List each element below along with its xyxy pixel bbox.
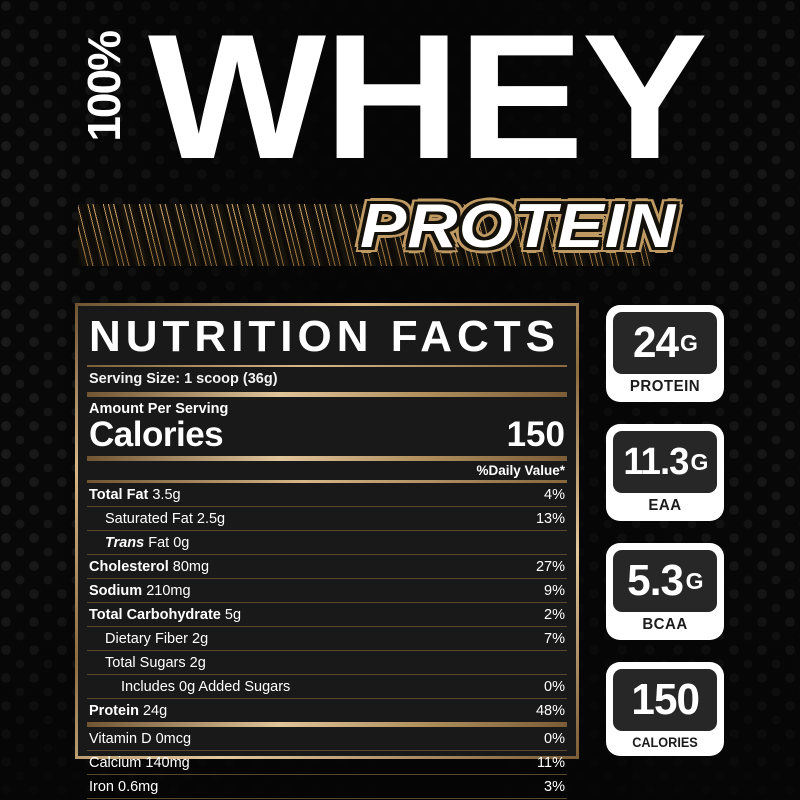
- nutrient-row: Total Carbohydrate 5g 2%: [87, 603, 567, 626]
- stat-badge-unit: G: [680, 329, 698, 356]
- divider-calories: [87, 456, 567, 461]
- divider-micro-row: [87, 774, 567, 775]
- nutrient-daily-value: 4%: [544, 486, 565, 503]
- nutrient-name: Protein 24g: [89, 702, 168, 719]
- stat-badge-unit: G: [690, 448, 709, 475]
- micronutrient-name: Vitamin D 0mcg: [89, 730, 192, 747]
- stat-badge-value-box: 24 G: [613, 312, 717, 374]
- divider-nutrient-row: [87, 602, 567, 603]
- stat-badge-column: 24 G PROTEIN 11.3 G EAA 5.3 G BCAA 150 CALORIES: [606, 305, 726, 778]
- serving-size: Serving Size: 1 scoop (36g): [89, 371, 278, 387]
- divider-micro-row: [87, 750, 567, 751]
- divider-nutrient-row: [87, 554, 567, 555]
- calories-label: Calories: [89, 415, 224, 454]
- nutrient-row: Saturated Fat 2.5g 13%: [87, 507, 567, 530]
- divider-nutrient-row: [87, 578, 567, 579]
- hero-header: 100% WHEY PROTEIN: [0, 0, 800, 290]
- divider-nutrient-row: [87, 626, 567, 627]
- stat-badge: 11.3 G EAA: [606, 424, 724, 521]
- percent-text: 100%: [78, 32, 130, 142]
- calories-value: 150: [506, 415, 565, 454]
- divider-serving: [87, 392, 567, 397]
- nutrient-row: Protein 24g 48%: [87, 699, 567, 722]
- panel-title: NUTRITION FACTS: [89, 312, 560, 361]
- micronutrient-name: Iron 0.6mg: [89, 778, 159, 795]
- calories-row: Calories 150: [87, 417, 567, 456]
- nutrient-row: Trans Fat 0g: [87, 531, 567, 554]
- micronutrient-row: Vitamin D 0mcg 0%: [87, 727, 567, 750]
- stat-badge-value: 11.3: [622, 441, 689, 483]
- stat-badge: 5.3 G BCAA: [606, 543, 724, 640]
- daily-value-header: %Daily Value*: [476, 463, 565, 478]
- divider-micro-row: [87, 798, 567, 799]
- nutrient-name: Total Carbohydrate 5g: [89, 606, 242, 623]
- micronutrient-daily-value: 11%: [537, 754, 565, 771]
- amount-per-serving-label: Amount Per Serving: [89, 401, 229, 417]
- nutrient-row: Dietary Fiber 2g 7%: [87, 627, 567, 650]
- micronutrient-daily-value: 0%: [544, 730, 565, 747]
- nutrient-name: Trans Fat 0g: [105, 534, 190, 551]
- divider-nutrient-row: [87, 650, 567, 651]
- nutrient-name: Total Fat 3.5g: [89, 486, 181, 503]
- nutrient-daily-value: 9%: [544, 582, 565, 599]
- stat-badge-value: 150: [631, 675, 700, 724]
- nutrient-name: Total Sugars 2g: [105, 654, 206, 671]
- nutrient-row: Total Sugars 2g: [87, 651, 567, 674]
- divider-nutrient-row: [87, 506, 567, 507]
- percent-badge: 100%: [78, 32, 130, 192]
- nutrient-row: Sodium 210mg 9%: [87, 579, 567, 602]
- nutrient-name: Cholesterol 80mg: [89, 558, 210, 575]
- divider-title: [87, 365, 567, 367]
- stat-badge: 150 CALORIES: [606, 662, 724, 756]
- divider-micros: [87, 722, 567, 727]
- nutrient-daily-value: 0%: [544, 678, 565, 695]
- nutrient-name: Saturated Fat 2.5g: [105, 510, 226, 527]
- nutrient-row-list: Total Fat 3.5g 4% Saturated Fat 2.5g 13% Tra…: [87, 483, 567, 722]
- micronutrient-row: Iron 0.6mg 3%: [87, 775, 567, 798]
- stat-badge-label: BCAA: [642, 616, 688, 633]
- nutrient-row: Cholesterol 80mg 27%: [87, 555, 567, 578]
- micronutrient-row-list: Vitamin D 0mcg 0% Calcium 140mg 11% Iron 0.6…: [87, 727, 567, 800]
- gold-stripe-band: [78, 204, 728, 266]
- stat-badge-value-box: 11.3 G: [613, 431, 717, 493]
- nutrient-name: Includes 0g Added Sugars: [121, 678, 291, 695]
- product-title-whey: WHEY: [148, 0, 708, 196]
- nutrient-row: Includes 0g Added Sugars 0%: [87, 675, 567, 698]
- nutrient-name: Dietary Fiber 2g: [105, 630, 209, 647]
- stat-badge-label: CALORIES: [632, 735, 698, 750]
- stat-badge: 24 G PROTEIN: [606, 305, 724, 402]
- nutrient-row: Total Fat 3.5g 4%: [87, 483, 567, 506]
- nutrient-name: Sodium 210mg: [89, 582, 191, 599]
- nutrition-facts-panel: NUTRITION FACTS Serving Size: 1 scoop (3…: [75, 303, 579, 799]
- stat-badge-label: PROTEIN: [629, 378, 701, 395]
- nutrient-daily-value: 2%: [544, 606, 565, 623]
- stat-badge-value: 24: [633, 318, 679, 367]
- gold-stripe-fill: [78, 204, 650, 266]
- divider-nutrient-row: [87, 698, 567, 699]
- stat-badge-label: EAA: [648, 497, 682, 514]
- stat-badge-value: 5.3: [627, 556, 685, 605]
- nutrient-daily-value: 7%: [544, 630, 565, 647]
- micronutrient-daily-value: 3%: [544, 778, 565, 795]
- nutrient-daily-value: 27%: [535, 558, 565, 575]
- stat-badge-value-box: 150: [613, 669, 717, 731]
- micronutrient-name: Calcium 140mg: [89, 754, 190, 771]
- micronutrient-row: Calcium 140mg 11%: [87, 751, 567, 774]
- product-subtitle-protein: PROTEIN: [360, 192, 677, 261]
- nutrient-daily-value: 13%: [535, 510, 565, 527]
- nutrient-daily-value: 48%: [535, 702, 565, 719]
- stat-badge-unit: G: [685, 567, 704, 594]
- divider-nutrient-row: [87, 674, 567, 675]
- divider-nutrient-row: [87, 530, 567, 531]
- stat-badge-value-box: 5.3 G: [613, 550, 717, 612]
- divider-dv-header: [87, 480, 567, 483]
